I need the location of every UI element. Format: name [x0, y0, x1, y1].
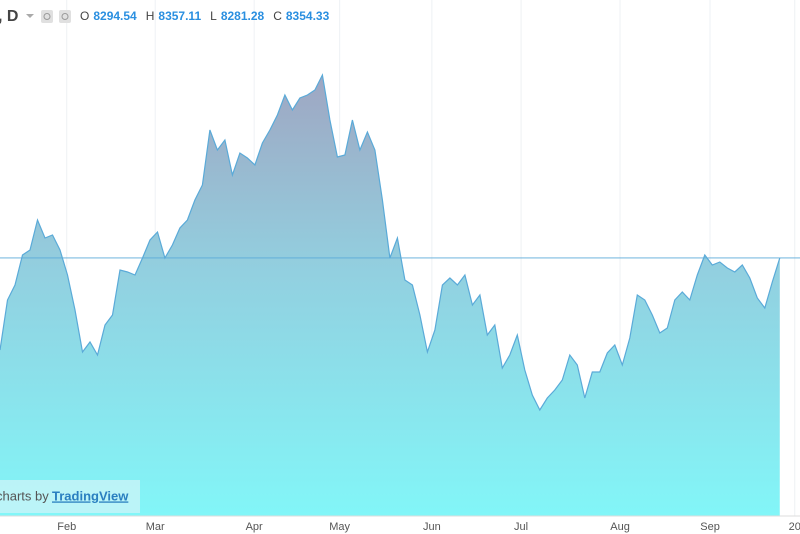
ohlc-label: O — [80, 9, 89, 23]
watermark-prefix: charts by — [0, 488, 49, 503]
x-tick-label: Jun — [423, 521, 441, 533]
header: , D O 8294.54 H 8357.11 L 8281.28 C 8354.33 — [0, 8, 330, 25]
x-tick-label: Mar — [146, 521, 165, 533]
settings-glyph — [61, 13, 69, 20]
symbol: , D — [0, 8, 18, 25]
dropdown-icon[interactable] — [26, 14, 34, 18]
ohlc-label: H — [146, 9, 155, 23]
watermark-brand[interactable]: TradingView — [52, 488, 129, 503]
watermark-box — [0, 480, 140, 513]
ohlc-value: 8354.33 — [286, 9, 330, 23]
settings-icon[interactable] — [41, 10, 53, 23]
ohlc-value: 8281.28 — [221, 9, 265, 23]
ohlc-label: C — [273, 9, 282, 23]
x-tick-label: May — [329, 521, 350, 533]
x-tick-label: Aug — [610, 521, 630, 533]
x-tick-label: Apr — [246, 521, 263, 533]
settings-icon[interactable] — [59, 10, 71, 23]
x-tick-label: 20 — [789, 521, 800, 533]
watermark: charts by TradingView — [0, 480, 140, 513]
ohlc-value: 8357.11 — [158, 9, 201, 23]
settings-glyph — [43, 13, 51, 20]
x-tick-label: Jul — [514, 521, 528, 533]
x-tick-label: Sep — [700, 521, 720, 533]
x-tick-label: Feb — [57, 521, 76, 533]
plot-area — [0, 0, 800, 517]
area-fill — [0, 75, 780, 516]
ohlc-label: L — [210, 9, 217, 23]
ohlc-value: 8294.54 — [93, 9, 137, 23]
